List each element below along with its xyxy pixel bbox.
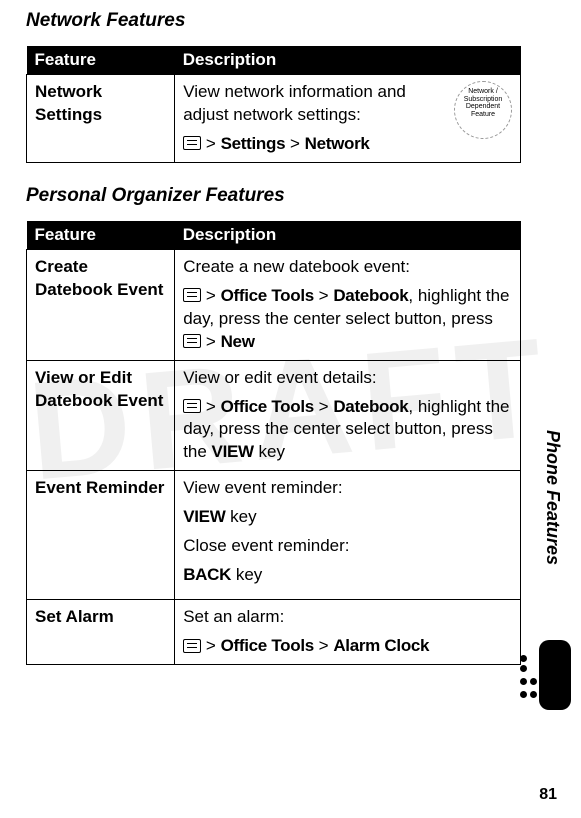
- menu-key-icon: [183, 334, 201, 348]
- desc-block: BACK key: [183, 564, 512, 587]
- table-header-cell: Feature: [27, 221, 175, 250]
- feature-desc-cell: View event reminder: VIEW key Close event …: [175, 471, 521, 600]
- menu-path-item: Office Tools: [221, 636, 314, 655]
- table-header-row: FeatureDescription: [27, 46, 521, 75]
- menu-key-icon: [183, 639, 201, 653]
- network-dependent-badge-icon: Network / Subscription Dependent Feature: [454, 81, 512, 139]
- feature-table: FeatureDescriptionNetwork SettingsNetwor…: [26, 46, 521, 163]
- menu-path-item: Office Tools: [221, 397, 314, 416]
- feature-name-cell: View or Edit Datebook Event: [27, 360, 175, 471]
- feature-name-cell: Event Reminder: [27, 471, 175, 600]
- menu-path-line: > Office Tools > Datebook, highlight the…: [183, 396, 512, 465]
- feature-desc-cell: Network / Subscription Dependent Feature…: [175, 75, 521, 163]
- menu-path-item: Datebook: [333, 286, 408, 305]
- table-row: Set AlarmSet an alarm: > Office Tools > …: [27, 600, 521, 665]
- menu-path-item: Alarm Clock: [333, 636, 429, 655]
- page-content: Network FeaturesFeatureDescriptionNetwor…: [0, 0, 581, 697]
- feature-name-cell: Network Settings: [27, 75, 175, 163]
- menu-path-line: > Settings > Network: [183, 133, 512, 156]
- table-row: Network SettingsNetwork / Subscription D…: [27, 75, 521, 163]
- feature-desc-cell: View or edit event details: > Office Too…: [175, 360, 521, 471]
- key-label: VIEW: [183, 507, 225, 526]
- feature-desc-cell: Set an alarm: > Office Tools > Alarm Clo…: [175, 600, 521, 665]
- menu-key-icon: [183, 399, 201, 413]
- menu-path-item: Network: [305, 134, 370, 153]
- table-row: Event Reminder View event reminder: VIEW k…: [27, 471, 521, 600]
- menu-bold: New: [221, 332, 255, 351]
- menu-path-line: > Office Tools > Alarm Clock: [183, 635, 512, 658]
- menu-path-item: Office Tools: [221, 286, 314, 305]
- desc-block: View event reminder:: [183, 477, 512, 500]
- page-number: 81: [539, 786, 557, 804]
- key-label: BACK: [183, 565, 231, 584]
- table-header-cell: Description: [175, 46, 521, 75]
- desc-block: VIEW key: [183, 506, 512, 529]
- desc-line: Set an alarm:: [183, 606, 512, 629]
- menu-key-icon: [183, 288, 201, 302]
- menu-path-item: Settings: [221, 134, 286, 153]
- feature-desc-cell: Create a new datebook event: > Office To…: [175, 249, 521, 360]
- menu-key-icon: [183, 136, 201, 150]
- section-title: Network Features: [26, 10, 521, 32]
- table-header-cell: Description: [175, 221, 521, 250]
- desc-block: Close event reminder:: [183, 535, 512, 558]
- table-header-cell: Feature: [27, 46, 175, 75]
- desc-line: View or edit event details:: [183, 367, 512, 390]
- menu-bold: VIEW: [212, 442, 254, 461]
- feature-table: FeatureDescriptionCreate Datebook EventC…: [26, 221, 521, 665]
- menu-path-item: Datebook: [333, 397, 408, 416]
- table-header-row: FeatureDescription: [27, 221, 521, 250]
- table-row: Create Datebook EventCreate a new datebo…: [27, 249, 521, 360]
- menu-path-line: > Office Tools > Datebook, highlight the…: [183, 285, 512, 354]
- feature-name-cell: Create Datebook Event: [27, 249, 175, 360]
- desc-line: Create a new datebook event:: [183, 256, 512, 279]
- section-title: Personal Organizer Features: [26, 185, 521, 207]
- feature-name-cell: Set Alarm: [27, 600, 175, 665]
- table-row: View or Edit Datebook EventView or edit …: [27, 360, 521, 471]
